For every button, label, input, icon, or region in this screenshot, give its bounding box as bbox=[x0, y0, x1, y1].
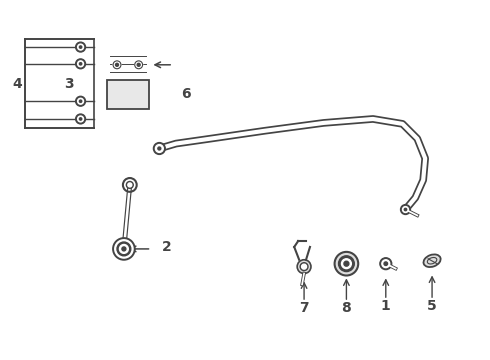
Circle shape bbox=[402, 207, 409, 212]
Circle shape bbox=[77, 116, 83, 122]
Circle shape bbox=[153, 143, 165, 154]
Circle shape bbox=[120, 244, 128, 253]
Circle shape bbox=[155, 145, 163, 152]
Circle shape bbox=[335, 252, 358, 275]
Circle shape bbox=[128, 183, 132, 187]
Text: 4: 4 bbox=[13, 77, 23, 90]
Circle shape bbox=[158, 147, 161, 150]
Circle shape bbox=[135, 61, 143, 69]
Circle shape bbox=[339, 256, 354, 271]
Text: 8: 8 bbox=[342, 301, 351, 315]
Circle shape bbox=[382, 260, 390, 267]
Circle shape bbox=[77, 61, 83, 67]
Circle shape bbox=[302, 264, 307, 269]
Circle shape bbox=[297, 260, 311, 274]
Circle shape bbox=[122, 247, 126, 251]
Ellipse shape bbox=[423, 255, 441, 267]
Circle shape bbox=[116, 63, 119, 66]
Circle shape bbox=[113, 61, 121, 69]
Circle shape bbox=[79, 46, 82, 48]
Circle shape bbox=[75, 114, 85, 124]
Circle shape bbox=[77, 44, 83, 50]
Text: 1: 1 bbox=[381, 299, 391, 313]
Circle shape bbox=[342, 259, 351, 269]
Text: 2: 2 bbox=[162, 240, 172, 254]
Text: 6: 6 bbox=[181, 87, 191, 102]
Circle shape bbox=[77, 98, 83, 104]
Circle shape bbox=[75, 96, 85, 106]
Circle shape bbox=[300, 263, 308, 271]
Circle shape bbox=[75, 42, 85, 52]
Circle shape bbox=[79, 63, 82, 65]
Circle shape bbox=[113, 238, 135, 260]
Circle shape bbox=[404, 208, 407, 211]
Circle shape bbox=[344, 261, 349, 266]
Circle shape bbox=[384, 262, 388, 265]
Text: 7: 7 bbox=[299, 301, 309, 315]
Circle shape bbox=[79, 118, 82, 120]
Bar bbox=[107, 80, 148, 109]
Circle shape bbox=[126, 181, 133, 188]
Circle shape bbox=[79, 100, 82, 102]
Circle shape bbox=[137, 63, 140, 66]
Circle shape bbox=[75, 59, 85, 69]
Text: 5: 5 bbox=[427, 299, 437, 313]
Text: 3: 3 bbox=[64, 77, 74, 90]
Circle shape bbox=[117, 242, 131, 256]
Circle shape bbox=[400, 204, 411, 215]
Circle shape bbox=[380, 258, 392, 270]
